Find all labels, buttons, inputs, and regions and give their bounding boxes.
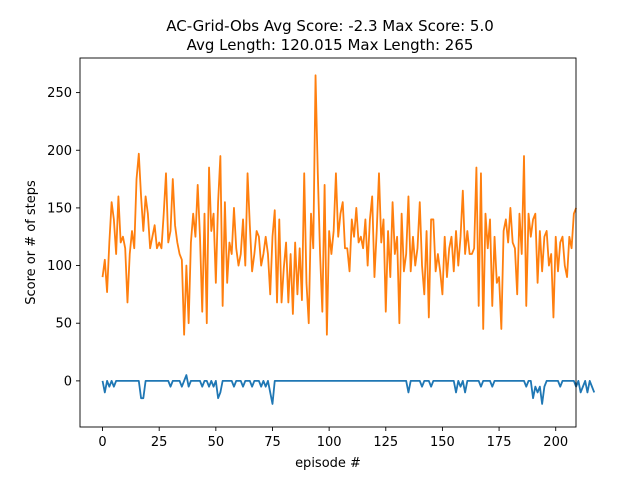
series-line-1 (101, 374, 596, 405)
x-tick-label: 50 (208, 435, 225, 450)
plot-lines (101, 74, 596, 405)
y-tick-label: 250 (47, 86, 72, 101)
x-axis-ticks: 0 25 50 75 100 125 150 175 200 (98, 427, 568, 450)
y-tick-label: 50 (55, 317, 72, 332)
x-tick-label: 150 (430, 435, 455, 450)
series-line-2 (101, 74, 577, 336)
chart-title-line-2: Avg Length: 120.015 Max Length: 265 (187, 36, 474, 54)
y-tick-label: 150 (47, 201, 72, 216)
x-tick-label: 0 (98, 435, 106, 450)
x-tick-label: 125 (373, 435, 398, 450)
x-axis-label: episode # (295, 456, 361, 471)
y-axis-label: Score or # of steps (24, 180, 39, 305)
x-tick-label: 100 (317, 435, 342, 450)
chart-title-line-1: AC-Grid-Obs Avg Score: -2.3 Max Score: 5… (166, 17, 494, 35)
y-axis-ticks: 0 50 100 150 200 250 (47, 86, 80, 389)
y-tick-label: 100 (47, 259, 72, 274)
plot-area-frame (79, 57, 577, 428)
y-tick-label: 0 (64, 374, 72, 389)
x-tick-label: 75 (264, 435, 281, 450)
x-tick-label: 25 (151, 435, 168, 450)
y-tick-label: 200 (47, 144, 72, 159)
x-tick-label: 200 (543, 435, 568, 450)
x-tick-label: 175 (487, 435, 512, 450)
